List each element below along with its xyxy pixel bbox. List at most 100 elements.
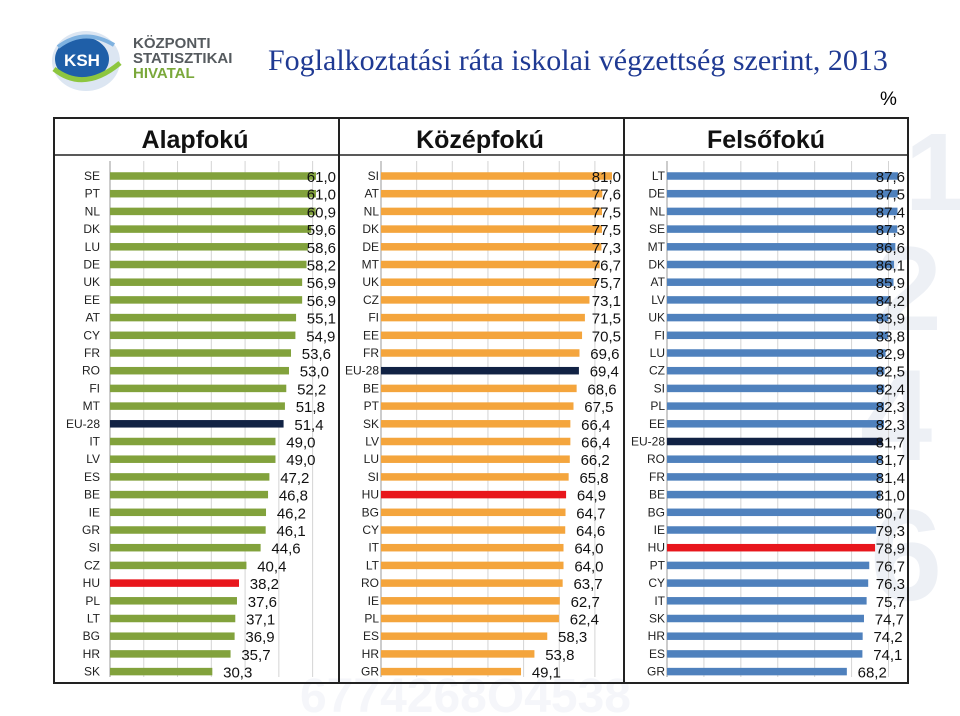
value-label: 67,5 xyxy=(584,399,613,416)
bar xyxy=(110,597,237,605)
value-label: 66,2 xyxy=(581,452,610,469)
bar xyxy=(381,384,577,393)
value-label: 77,3 xyxy=(592,240,621,257)
bar xyxy=(667,296,890,304)
category-label: PT xyxy=(85,187,101,201)
page-title: Foglalkoztatási ráta iskolai végzettség … xyxy=(268,44,888,77)
value-label: 37,6 xyxy=(248,594,277,611)
value-label: 58,2 xyxy=(307,258,336,275)
value-label: 75,7 xyxy=(592,275,621,292)
bar xyxy=(667,614,864,623)
category-label: SK xyxy=(84,665,100,679)
bar xyxy=(381,561,564,570)
category-label: SE xyxy=(649,222,665,236)
category-label: UK xyxy=(648,311,665,325)
value-label: 40,4 xyxy=(257,558,286,575)
value-label: 82,5 xyxy=(876,364,905,381)
value-label: 64,7 xyxy=(576,505,605,522)
value-label: 82,9 xyxy=(876,346,905,363)
svg-text:1: 1 xyxy=(905,111,960,234)
category-label: BG xyxy=(83,629,100,643)
bar xyxy=(667,366,885,375)
value-label: 58,3 xyxy=(558,629,587,646)
category-label: FI xyxy=(654,328,665,342)
category-label: EE xyxy=(363,328,379,342)
bar xyxy=(110,243,308,251)
panel-title-felsofoku: Felsőfokú xyxy=(706,126,826,154)
category-label: SI xyxy=(654,381,665,395)
bar xyxy=(381,543,564,552)
value-label: 30,3 xyxy=(223,665,252,682)
category-label: NL xyxy=(364,204,380,218)
value-label: 69,6 xyxy=(590,346,619,363)
bar xyxy=(381,597,560,605)
bar xyxy=(667,543,876,552)
category-label: DE xyxy=(648,187,665,201)
category-label: ES xyxy=(363,629,379,643)
value-label: 73,1 xyxy=(592,293,621,310)
category-label: DK xyxy=(83,222,100,236)
value-label: 82,3 xyxy=(876,417,905,434)
value-label: 78,9 xyxy=(876,541,905,558)
value-label: 35,7 xyxy=(241,647,270,664)
category-label: HR xyxy=(362,647,380,661)
panel-title-kozepfoku: Középfokú xyxy=(416,126,544,154)
category-label: BE xyxy=(84,488,100,502)
category-label: RO xyxy=(361,576,379,590)
bar xyxy=(667,579,869,587)
category-label: IE xyxy=(89,505,100,519)
svg-text:4: 4 xyxy=(860,342,932,488)
bar xyxy=(667,278,894,286)
category-label: ES xyxy=(84,470,100,484)
value-label: 71,5 xyxy=(592,311,621,328)
bar xyxy=(381,402,574,410)
bar xyxy=(381,296,590,304)
bar xyxy=(667,455,883,463)
bar xyxy=(381,455,570,463)
category-label: PL xyxy=(85,594,100,608)
category-label: IT xyxy=(368,541,379,555)
value-label: 63,7 xyxy=(573,576,602,593)
category-label: IE xyxy=(654,523,665,537)
bar xyxy=(381,632,548,640)
bar xyxy=(381,490,567,499)
bar xyxy=(667,597,867,605)
bar xyxy=(110,313,297,322)
category-label: SI xyxy=(368,470,379,484)
category-label: CZ xyxy=(84,558,100,572)
bar xyxy=(110,296,303,304)
category-label: LV xyxy=(86,452,100,466)
category-label: HU xyxy=(83,576,100,590)
category-label: DE xyxy=(83,258,100,272)
value-label: 61,0 xyxy=(307,187,336,204)
category-label: FI xyxy=(368,311,379,325)
category-label: NL xyxy=(85,204,101,218)
category-label: HU xyxy=(648,541,665,555)
bar xyxy=(381,667,522,676)
bar xyxy=(381,526,566,534)
value-label: 51,8 xyxy=(296,399,325,416)
bar xyxy=(110,614,236,623)
category-label: CZ xyxy=(649,364,665,378)
value-label: 56,9 xyxy=(307,293,336,310)
category-label: EE xyxy=(84,293,100,307)
bar xyxy=(667,384,885,393)
value-label: 60,9 xyxy=(307,204,336,221)
bar xyxy=(110,225,312,233)
bar xyxy=(110,420,284,428)
bar xyxy=(110,508,267,517)
value-label: 80,7 xyxy=(876,505,905,522)
value-label: 46,2 xyxy=(277,505,306,522)
category-label: BG xyxy=(648,505,665,519)
bar xyxy=(110,650,231,658)
category-label: IT xyxy=(89,435,100,449)
value-label: 37,1 xyxy=(246,612,275,629)
bar xyxy=(110,366,289,375)
ksh-logo: KSH xyxy=(52,31,122,91)
category-label: SI xyxy=(368,169,379,183)
value-label: 58,6 xyxy=(307,240,336,257)
category-label: EE xyxy=(649,417,665,431)
value-label: 66,4 xyxy=(581,417,610,434)
category-label: BE xyxy=(363,381,379,395)
bar xyxy=(110,278,303,286)
